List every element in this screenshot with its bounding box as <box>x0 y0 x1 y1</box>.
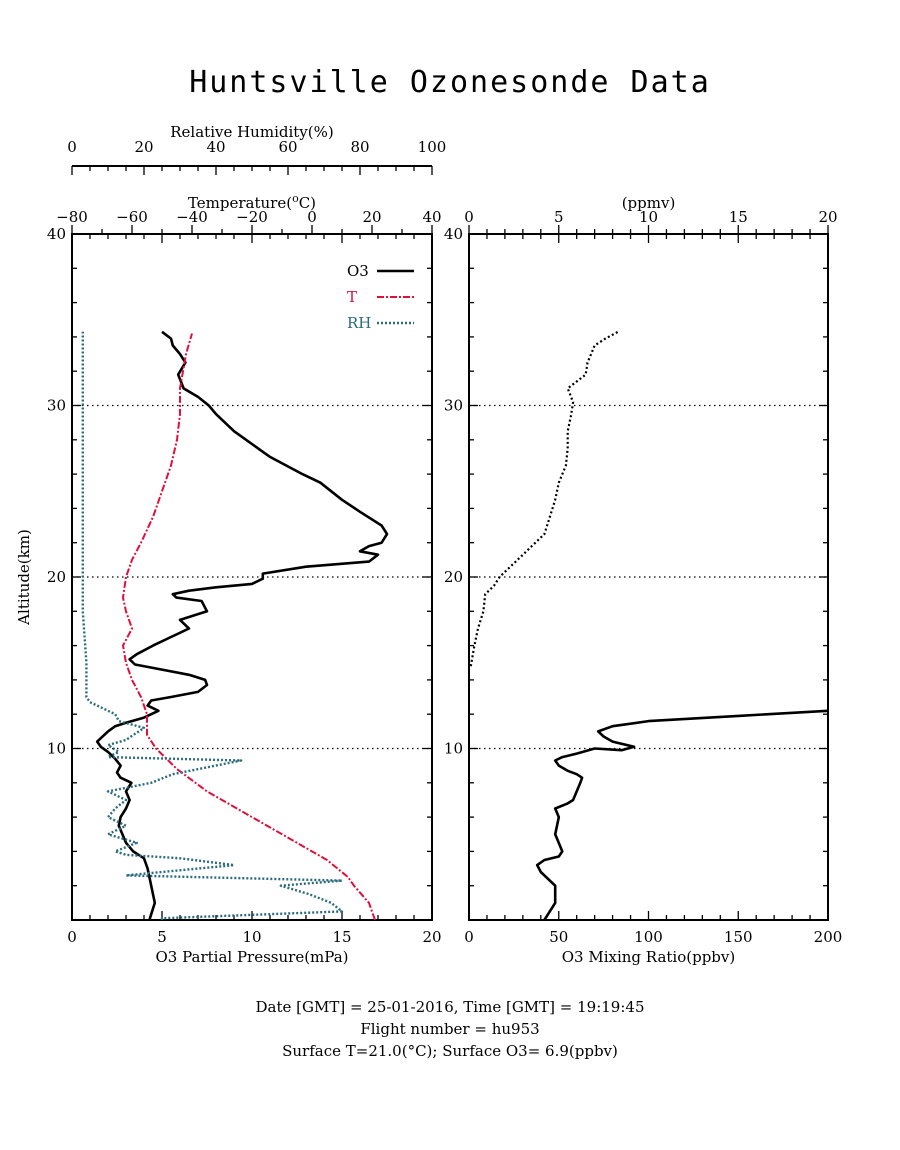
y-tick-label: 40 <box>47 225 66 243</box>
top_outer-tick-label: 80 <box>350 138 369 156</box>
bottom-tick-label: 15 <box>332 928 351 946</box>
top-tick-label: 5 <box>554 208 564 226</box>
y-tick-label: 30 <box>47 397 66 415</box>
top_outer-tick-label: 20 <box>134 138 153 156</box>
top_outer-axis-label: Relative Humidity(%) <box>170 123 333 141</box>
top_inner-tick-label: 40 <box>422 208 441 226</box>
footer-date-time: Date [GMT] = 25-01-2016, Time [GMT] = 19… <box>255 998 644 1016</box>
legend-temperature-label: T <box>347 288 357 306</box>
relative-humidity-series-line <box>81 331 344 920</box>
top-tick-label: 10 <box>639 208 658 226</box>
degree-superscript: o <box>292 192 299 205</box>
bottom-tick-label: 100 <box>634 928 663 946</box>
bottom-tick-label: 20 <box>422 928 441 946</box>
top_inner-tick-label: 20 <box>362 208 381 226</box>
top_outer-tick-label: 40 <box>206 138 225 156</box>
bottom-tick-label: 5 <box>157 928 167 946</box>
footer-flight-number: Flight number = hu953 <box>360 1020 539 1038</box>
unit-celsius: C) <box>299 194 316 212</box>
temperature-series-line <box>122 333 376 920</box>
bottom-tick-label: 0 <box>464 928 474 946</box>
chart-title: Huntsville Ozonesonde Data <box>189 65 711 100</box>
top_outer-tick-label: 60 <box>278 138 297 156</box>
top_inner-tick-label: 0 <box>307 208 317 226</box>
y-tick-label: 20 <box>47 568 66 586</box>
bottom-tick-label: 50 <box>549 928 568 946</box>
legend-o3-label: O3 <box>347 262 369 280</box>
bottom-axis-label: O3 Partial Pressure(mPa) <box>155 948 348 966</box>
y-tick-label: 10 <box>444 740 463 758</box>
top_inner-tick-label: −80 <box>56 208 88 226</box>
y-tick-label: 40 <box>444 225 463 243</box>
o3-mixing-ratio-ppmv-series-line <box>469 330 619 667</box>
left-panel: 10 20 30 40 Altitude(km) 0 5 10 15 20 O3 Partial P… <box>15 123 446 966</box>
top_inner-tick-label: −60 <box>116 208 148 226</box>
o3-series-line <box>95 330 389 920</box>
top_inner-axis-label: Temperature(oC) <box>188 192 316 212</box>
top-tick-label: 20 <box>818 208 837 226</box>
top-tick-label: 0 <box>464 208 474 226</box>
legend-relative-humidity-label: RH <box>347 314 371 332</box>
top_inner-tick-label: −20 <box>236 208 268 226</box>
bottom-tick-label: 200 <box>814 928 843 946</box>
bottom-tick-label: 0 <box>67 928 77 946</box>
y-axis-label: Altitude(km) <box>15 529 33 626</box>
bottom-tick-label: 150 <box>724 928 753 946</box>
bottom-tick-label: 10 <box>242 928 261 946</box>
top-tick-label: 15 <box>729 208 748 226</box>
footer-surface-values: Surface T=21.0(°C); Surface O3= 6.9(ppbv… <box>282 1042 618 1060</box>
y-tick-label: 10 <box>47 740 66 758</box>
top_inner-tick-label: −40 <box>176 208 208 226</box>
top-axis-label: (ppmv) <box>622 194 676 212</box>
o3-mixing-ratio-ppbv-series-line <box>535 709 828 920</box>
y-tick-label: 30 <box>444 397 463 415</box>
top_outer-tick-label: 100 <box>418 138 447 156</box>
top_outer-tick-label: 0 <box>67 138 77 156</box>
y-tick-label: 20 <box>444 568 463 586</box>
bottom-axis-label: O3 Mixing Ratio(ppbv) <box>562 948 735 966</box>
